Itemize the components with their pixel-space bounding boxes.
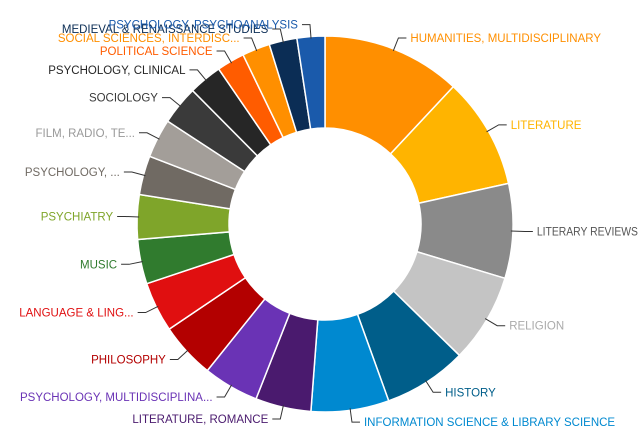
leader-line-humanities-multidisciplinary xyxy=(392,37,407,52)
slice-label-literary-reviews: LITERARY REVIEWS xyxy=(537,227,638,239)
leader-line-psychology-clinical xyxy=(189,69,207,82)
leader-line-literature xyxy=(486,124,507,133)
slice-label-film-radio-te: FILM, RADIO, TE... xyxy=(36,128,135,140)
leader-line-social-sciences-interdisc xyxy=(243,37,258,52)
slice-label-sociology: SOCIOLOGY xyxy=(89,93,158,105)
slice-label-social-sciences-interdisc: SOCIAL SCIENCES, INTERDISC... xyxy=(58,33,240,45)
leader-line-literary-reviews xyxy=(510,230,533,233)
leader-line-music xyxy=(121,260,143,265)
slice-label-psychology-psychoanalysis: PSYCHOLOGY, PSYCHOANALYSIS xyxy=(109,20,299,32)
slice-label-political-science: POLITICAL SCIENCE xyxy=(100,46,213,58)
leader-line-film-radio-te xyxy=(139,132,160,140)
leader-line-psychology xyxy=(123,171,146,177)
leader-line-philosophy xyxy=(169,349,189,360)
leader-line-psychiatry xyxy=(117,215,140,218)
slice-label-psychology-clinical: PSYCHOLOGY, CLINICAL xyxy=(48,65,186,77)
slice-psychology-psychoanalysis[interactable] xyxy=(295,35,326,130)
slice-label-literature-romance: LITERATURE, ROMANCE xyxy=(132,414,268,426)
slice-label-history: HISTORY xyxy=(445,387,496,399)
leader-line-psychology-psychoanalysis xyxy=(301,24,312,39)
slice-label-philosophy: PHILOSOPHY xyxy=(91,354,166,366)
slice-label-psychiatry: PSYCHIATRY xyxy=(41,211,114,223)
slice-label-humanities-multidisciplinary: HUMANITIES, MULTIDISCIPLINARY xyxy=(410,33,601,45)
slice-label-psychology-multidisciplina: PSYCHOLOGY, MULTIDISCIPLINA... xyxy=(20,392,213,404)
leader-line-political-science xyxy=(216,50,233,64)
leader-line-religion xyxy=(484,318,506,327)
donut-slices xyxy=(136,35,514,413)
slice-label-information-science-library-science: INFORMATION SCIENCE & LIBRARY SCIENCE xyxy=(364,417,615,429)
slice-label-psychology: PSYCHOLOGY, ... xyxy=(25,167,120,179)
leader-line-psychology-multidisciplina xyxy=(216,384,233,398)
leader-line-history xyxy=(425,380,442,393)
slice-label-literature: LITERATURE xyxy=(511,120,582,132)
leader-line-literature-romance xyxy=(272,405,284,420)
slice-label-religion: RELIGION xyxy=(509,321,564,333)
donut-labels: HUMANITIES, MULTIDISCIPLINARY LITERATURE L… xyxy=(19,20,638,430)
leader-line-medieval-renaissance-studies xyxy=(272,28,284,43)
leader-line-language-ling xyxy=(137,305,159,314)
leader-line-sociology xyxy=(161,97,182,107)
leader-line-information-science-library-science xyxy=(349,408,360,423)
slice-label-language-ling: LANGUAGE & LING... xyxy=(19,308,133,320)
slice-label-music: MUSIC xyxy=(80,259,117,271)
slice-label-medieval-renaissance-studies: MEDIEVAL & RENAISSANCE STUDIES xyxy=(62,24,269,36)
